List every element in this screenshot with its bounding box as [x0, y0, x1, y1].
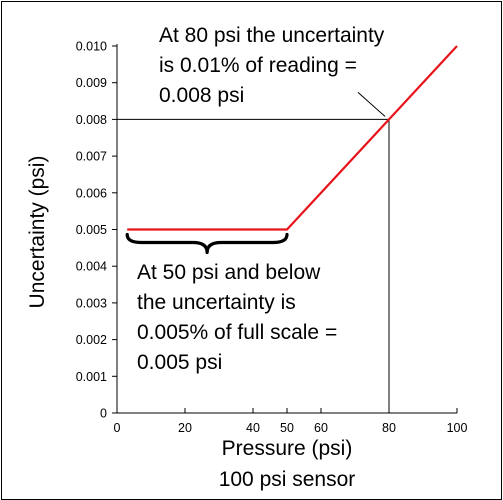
brace — [125, 232, 289, 255]
y-tick-label: 0.001 — [76, 370, 107, 384]
reference-lines — [117, 118, 390, 413]
annotation-50psi-line-1: At 50 psi and below — [137, 261, 321, 284]
annotation-50psi-line-3: 0.005% of full scale = — [137, 321, 337, 344]
annotation-80psi-line-3: 0.008 psi — [159, 84, 244, 107]
y-tick-label: 0.008 — [76, 113, 107, 127]
series — [127, 45, 458, 231]
y-tick-label: 0.007 — [76, 150, 107, 164]
x-tick-label: 50 — [280, 421, 294, 435]
annotation-50psi: At 50 psi and below the uncertainty is 0… — [137, 261, 343, 374]
tick-labels: 0 0.001 0.002 0.003 0.004 0.005 0.006 0.007 0.00… — [76, 40, 468, 436]
annotation-80psi: At 80 psi the uncertainty is 0.01% of re… — [159, 24, 390, 107]
y-tick-label: 0.002 — [76, 333, 107, 347]
annotation-50psi-line-4: 0.005 psi — [137, 351, 222, 374]
annotation-80psi-line-1: At 80 psi the uncertainty — [159, 24, 385, 47]
y-tick-label: 0.004 — [76, 260, 107, 274]
x-tick-label: 0 — [114, 421, 121, 435]
annotation-50psi-line-2: the uncertainty is — [137, 291, 296, 314]
x-tick-label: 60 — [314, 421, 328, 435]
y-tick-label: 0.010 — [76, 40, 107, 54]
x-tick-label: 20 — [178, 421, 192, 435]
leader-line — [357, 92, 386, 117]
annotation-80psi-line-2: is 0.01% of reading = — [159, 54, 357, 77]
tick-marks — [112, 45, 458, 414]
y-tick-label: 0.009 — [76, 76, 107, 90]
x-tick-label: 80 — [382, 421, 396, 435]
y-tick-label: 0.005 — [76, 223, 107, 237]
y-tick-label: 0.006 — [76, 186, 107, 200]
chart-caption: 100 psi sensor — [219, 468, 356, 491]
x-tick-label: 100 — [447, 421, 468, 435]
series-line — [127, 45, 458, 231]
y-axis-title: Uncertainty (psi) — [26, 156, 49, 309]
y-tick-label: 0.003 — [76, 296, 107, 310]
x-tick-label: 40 — [246, 421, 260, 435]
y-tick-label: 0 — [100, 407, 107, 421]
leader — [357, 92, 386, 117]
x-axis-title: Pressure (psi) — [222, 437, 353, 460]
brace-path — [125, 232, 289, 255]
